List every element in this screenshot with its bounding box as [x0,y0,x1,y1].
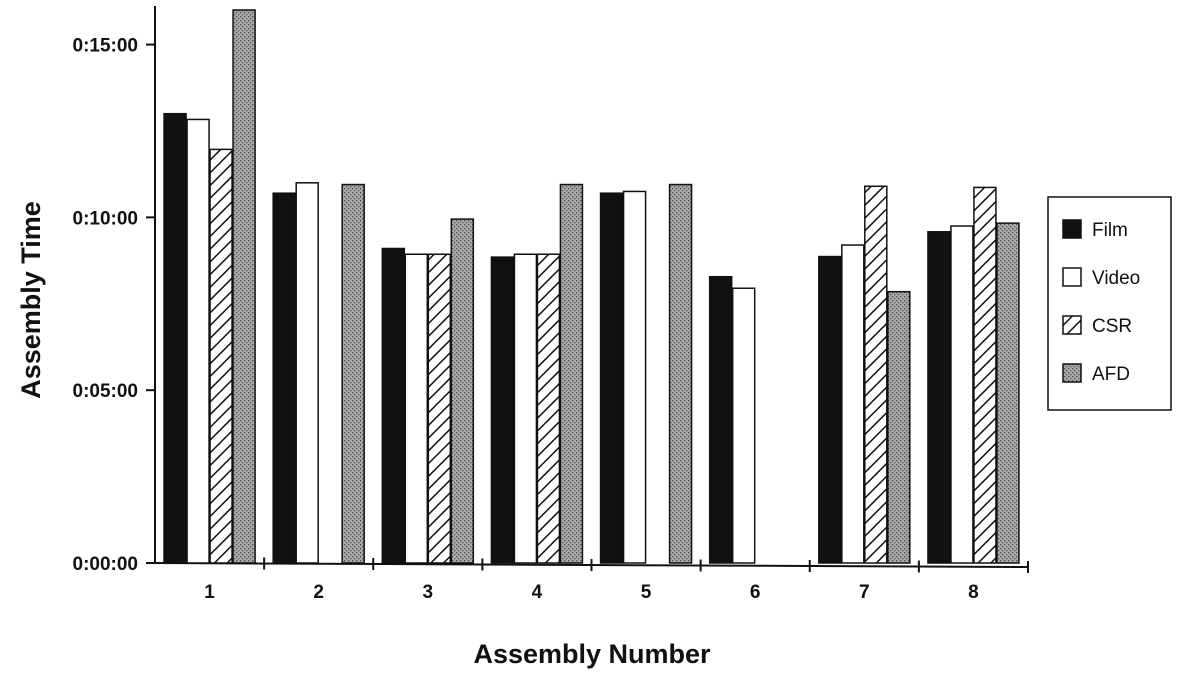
bar-film-7 [818,255,842,564]
bar-video-3 [404,253,429,564]
bar-film-1 [163,112,187,564]
bar-video-4 [513,253,538,564]
x-tick-label: 2 [313,582,324,603]
legend-swatch-afd [1062,363,1082,383]
legend-label-video: Video [1092,268,1140,289]
bar-video-6 [731,287,756,564]
bar-afd-7 [887,290,911,564]
y-tick-label: 0:10:00 [73,208,139,229]
bar-film-8 [927,231,951,564]
y-tick-label: 0:05:00 [73,381,139,402]
bar-video-1 [186,118,210,564]
bar-video-7 [841,244,865,564]
bars [163,9,1020,564]
x-tick-label: 4 [532,582,543,603]
legend-swatch-csr [1062,315,1082,335]
x-axis-title: Assembly Number [473,639,711,669]
x-tick-label: 1 [204,582,215,603]
bar-film-6 [708,275,733,564]
y-tick-label: 0:15:00 [73,36,139,57]
bar-afd-4 [559,183,584,564]
bar-film-3 [381,247,406,564]
x-tick-label: 5 [641,582,652,603]
x-tick-label: 3 [423,582,434,603]
bar-afd-8 [996,222,1020,564]
bar-csr-4 [536,253,561,564]
legend-label-afd: AFD [1092,364,1130,385]
bar-video-2 [295,182,319,564]
x-tick-label: 6 [750,582,761,603]
legend: Film Video CSR AFD [1047,196,1172,411]
bar-film-4 [490,256,515,564]
x-tick-label: 7 [859,582,870,603]
legend-label-csr: CSR [1092,316,1132,337]
bar-video-5 [622,190,647,564]
y-axis-title: Assembly Time [16,201,46,399]
legend-swatch-video [1062,267,1082,287]
tick-labels: 0:00:00 0:05:00 0:10:00 0:15:00 1 2 3 4 5 6 7 8 [73,36,979,603]
x-tick-label: 8 [968,582,979,603]
bar-afd-5 [668,183,693,564]
bar-video-8 [950,225,974,564]
y-tick-label: 0:00:00 [73,554,139,575]
bar-csr-3 [427,253,452,564]
bar-csr-7 [864,185,888,564]
bar-film-2 [272,192,296,564]
bar-afd-3 [450,218,475,564]
legend-label-film: Film [1092,220,1128,241]
legend-swatch-film [1062,219,1082,239]
bar-afd-2 [341,183,365,564]
bar-csr-1 [209,148,233,564]
bar-csr-8 [973,186,997,564]
bar-afd-1 [232,9,256,564]
bar-film-5 [599,192,624,564]
